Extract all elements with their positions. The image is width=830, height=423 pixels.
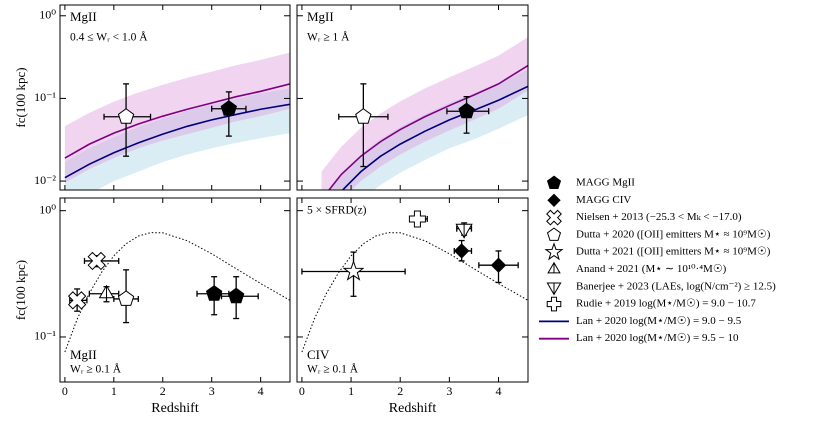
y-tick-label: 10⁰ xyxy=(39,202,56,216)
point-marker xyxy=(490,257,507,273)
plot-area xyxy=(301,210,528,353)
legend-label: Dutta + 2020 ([OII] emitters M⋆ ≈ 10⁹M☉) xyxy=(576,228,771,240)
legend-label: Banerjee + 2023 (LAEs, log(N/cm⁻²) ≥ 12.… xyxy=(576,280,776,292)
curve xyxy=(64,83,290,159)
annotation: Wᵣ ≥ 0.1 Å xyxy=(307,362,359,376)
legend-label: MAGG CIV xyxy=(576,194,631,206)
legend-marker xyxy=(546,296,562,312)
legend-label: Lan + 2020 log(M⋆/M☉) = 9.5 − 10 xyxy=(576,332,739,344)
annotation: 0.4 ≤ Wᵣ < 1.0 Å xyxy=(70,30,148,44)
annotation: MgII xyxy=(70,347,97,362)
legend-label: Anand + 2021 (M⋆ ∼ 10¹⁰·⁴M☉) xyxy=(576,263,727,275)
point-marker xyxy=(98,284,115,299)
x-axis-label: Redshift xyxy=(389,401,437,416)
point-marker xyxy=(458,102,475,119)
point-marker xyxy=(455,223,473,239)
point-marker xyxy=(117,108,135,124)
plot-area xyxy=(321,37,528,190)
legend-marker xyxy=(547,261,561,274)
legend-marker xyxy=(547,193,561,207)
annotation: CIV xyxy=(307,347,330,362)
point-marker xyxy=(117,290,135,306)
curve xyxy=(64,103,290,179)
annotation: Wᵣ ≥ 0.1 Å xyxy=(70,362,122,376)
plot-area xyxy=(64,232,290,353)
point-marker xyxy=(355,108,372,124)
legend-marker xyxy=(546,282,562,296)
annotation: 5 × SFRD(z) xyxy=(307,205,367,217)
panel-frame xyxy=(59,197,291,383)
plot-area xyxy=(64,52,290,190)
legend-marker xyxy=(544,242,564,261)
legend-label: Rudie + 2019 log(M⋆/M☉) = 9.0 − 10.7 xyxy=(576,298,756,310)
y-tick-label: 10⁰ xyxy=(39,8,56,22)
x-tick-label: 2 xyxy=(160,384,166,398)
curve xyxy=(301,232,528,353)
point-marker xyxy=(342,259,365,281)
annotation: MgII xyxy=(70,9,97,24)
x-tick-label: 2 xyxy=(397,384,403,398)
legend-marker xyxy=(546,209,562,226)
legend-label: Lan + 2020 log(M⋆/M☉) = 9.0 − 9.5 xyxy=(576,315,742,327)
annotation: MgII xyxy=(307,9,334,24)
x-tick-label: 3 xyxy=(446,384,452,398)
annotation: Wᵣ ≥ 1 Å xyxy=(307,30,350,44)
point-marker xyxy=(87,251,106,271)
y-tick-label: 10⁻¹ xyxy=(34,90,56,104)
band xyxy=(321,37,528,190)
x-tick-label: 0 xyxy=(62,384,68,398)
point-marker xyxy=(408,210,426,228)
legend-label: Dutta + 2021 ([OII] emitters M⋆ ≈ 10⁹M☉) xyxy=(576,246,771,258)
x-axis-label: Redshift xyxy=(151,401,199,416)
y-tick-label: 10⁻² xyxy=(34,173,56,187)
x-tick-label: 1 xyxy=(111,384,117,398)
x-tick-label: 1 xyxy=(348,384,354,398)
x-tick-label: 4 xyxy=(258,384,264,398)
panel-frame xyxy=(59,4,291,191)
panel-frame xyxy=(296,197,529,383)
legend-marker xyxy=(546,227,562,241)
curve xyxy=(327,64,528,190)
curve xyxy=(341,85,528,190)
x-tick-label: 0 xyxy=(299,384,305,398)
point-marker xyxy=(67,291,87,310)
legend-label: Nielsen + 2013 (−25.3 < Mₖ < −17.0) xyxy=(576,211,742,223)
legend-marker xyxy=(546,175,562,189)
panel-frame xyxy=(296,4,529,191)
point-marker xyxy=(453,243,470,259)
curve xyxy=(64,232,290,353)
x-tick-label: 4 xyxy=(496,384,502,398)
legend-label: MAGG MgII xyxy=(576,177,635,189)
x-tick-label: 3 xyxy=(209,384,215,398)
point-marker xyxy=(205,285,223,301)
y-tick-label: 10⁻¹ xyxy=(34,329,56,343)
point-marker xyxy=(220,100,238,116)
y-axis-label: fc(100 kpc) xyxy=(13,260,28,320)
point-marker xyxy=(227,287,245,304)
y-axis-label: fc(100 kpc) xyxy=(13,67,28,127)
